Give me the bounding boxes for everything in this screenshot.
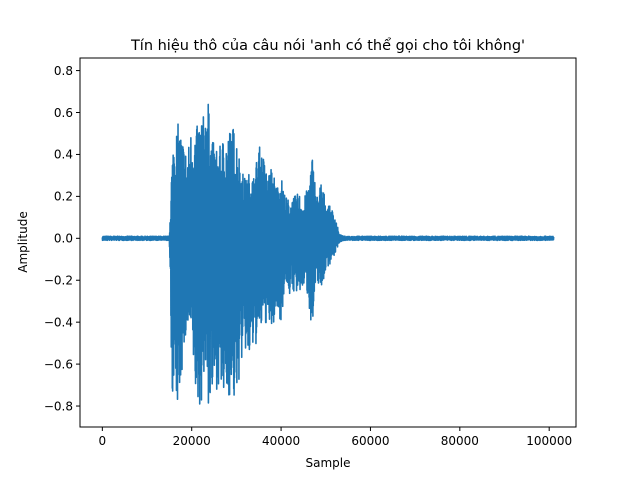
- x-tick-label: 60000: [351, 434, 389, 448]
- x-tick-label: 100000: [526, 434, 572, 448]
- y-tick-label: −0.8: [44, 399, 73, 413]
- y-axis-label: Amplitude: [16, 211, 30, 273]
- x-axis: 0 20000 40000 60000 80000 100000: [99, 427, 572, 448]
- y-tick-label: 0.8: [54, 64, 73, 78]
- x-tick-label: 0: [99, 434, 107, 448]
- y-tick-label: 0.4: [54, 148, 73, 162]
- series-line-0: [101, 103, 555, 405]
- x-tick-label: 20000: [173, 434, 211, 448]
- y-axis: −0.8 −0.6 −0.4 −0.2 0.0 0.2 0.4 0.6 0.8: [44, 64, 80, 413]
- plot-frame: [79, 57, 577, 428]
- series-layer: [101, 103, 555, 405]
- y-tick-label: 0.2: [54, 190, 73, 204]
- y-tick-label: −0.2: [44, 274, 73, 288]
- x-tick-label: 40000: [262, 434, 300, 448]
- y-tick-label: −0.4: [44, 315, 73, 329]
- chart-title: Tín hiệu thô của câu nói 'anh có thể gọi…: [130, 37, 525, 54]
- x-tick-label: 80000: [441, 434, 479, 448]
- y-tick-label: −0.6: [44, 357, 73, 371]
- x-axis-label: Sample: [306, 456, 351, 470]
- y-tick-label: 0.0: [54, 232, 73, 246]
- y-tick-label: 0.6: [54, 106, 73, 120]
